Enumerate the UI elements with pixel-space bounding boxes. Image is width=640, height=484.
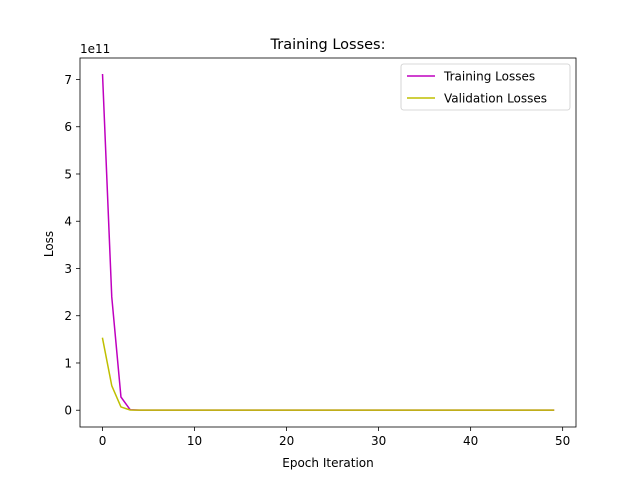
legend-box — [400, 63, 571, 111]
x-tick-label: 40 — [463, 434, 478, 448]
y-tick-label: 1 — [64, 356, 72, 370]
x-tick-label: 50 — [555, 434, 570, 448]
y-tick-label: 2 — [64, 309, 72, 323]
plot-frame — [79, 57, 577, 428]
y-axis-label: Loss — [42, 231, 56, 257]
y-tick-label: 3 — [64, 262, 72, 276]
legend-label: Training Losses — [443, 70, 535, 84]
x-tick-label: 10 — [187, 434, 202, 448]
chart-title: Training Losses: — [270, 37, 386, 53]
x-tick-label: 30 — [371, 434, 386, 448]
x-tick-label: 0 — [99, 434, 107, 448]
x-tick-label: 20 — [279, 434, 294, 448]
plot-area: 0 10 20 30 40 50 0 1 2 3 4 5 6 7 — [64, 57, 577, 448]
y-tick-label: 5 — [64, 167, 72, 181]
y-axis-offset-label: 1e11 — [80, 42, 110, 56]
legend-label: Validation Losses — [444, 92, 547, 106]
series-line-validation-losses — [101, 337, 555, 411]
y-tick-label: 4 — [64, 215, 72, 229]
y-tick-label: 7 — [64, 73, 72, 87]
x-axis-label: Epoch Iteration — [282, 456, 373, 470]
y-tick-label: 0 — [64, 404, 72, 418]
y-tick-label: 6 — [64, 120, 72, 134]
legend: Training Losses Validation Losses — [400, 63, 571, 111]
